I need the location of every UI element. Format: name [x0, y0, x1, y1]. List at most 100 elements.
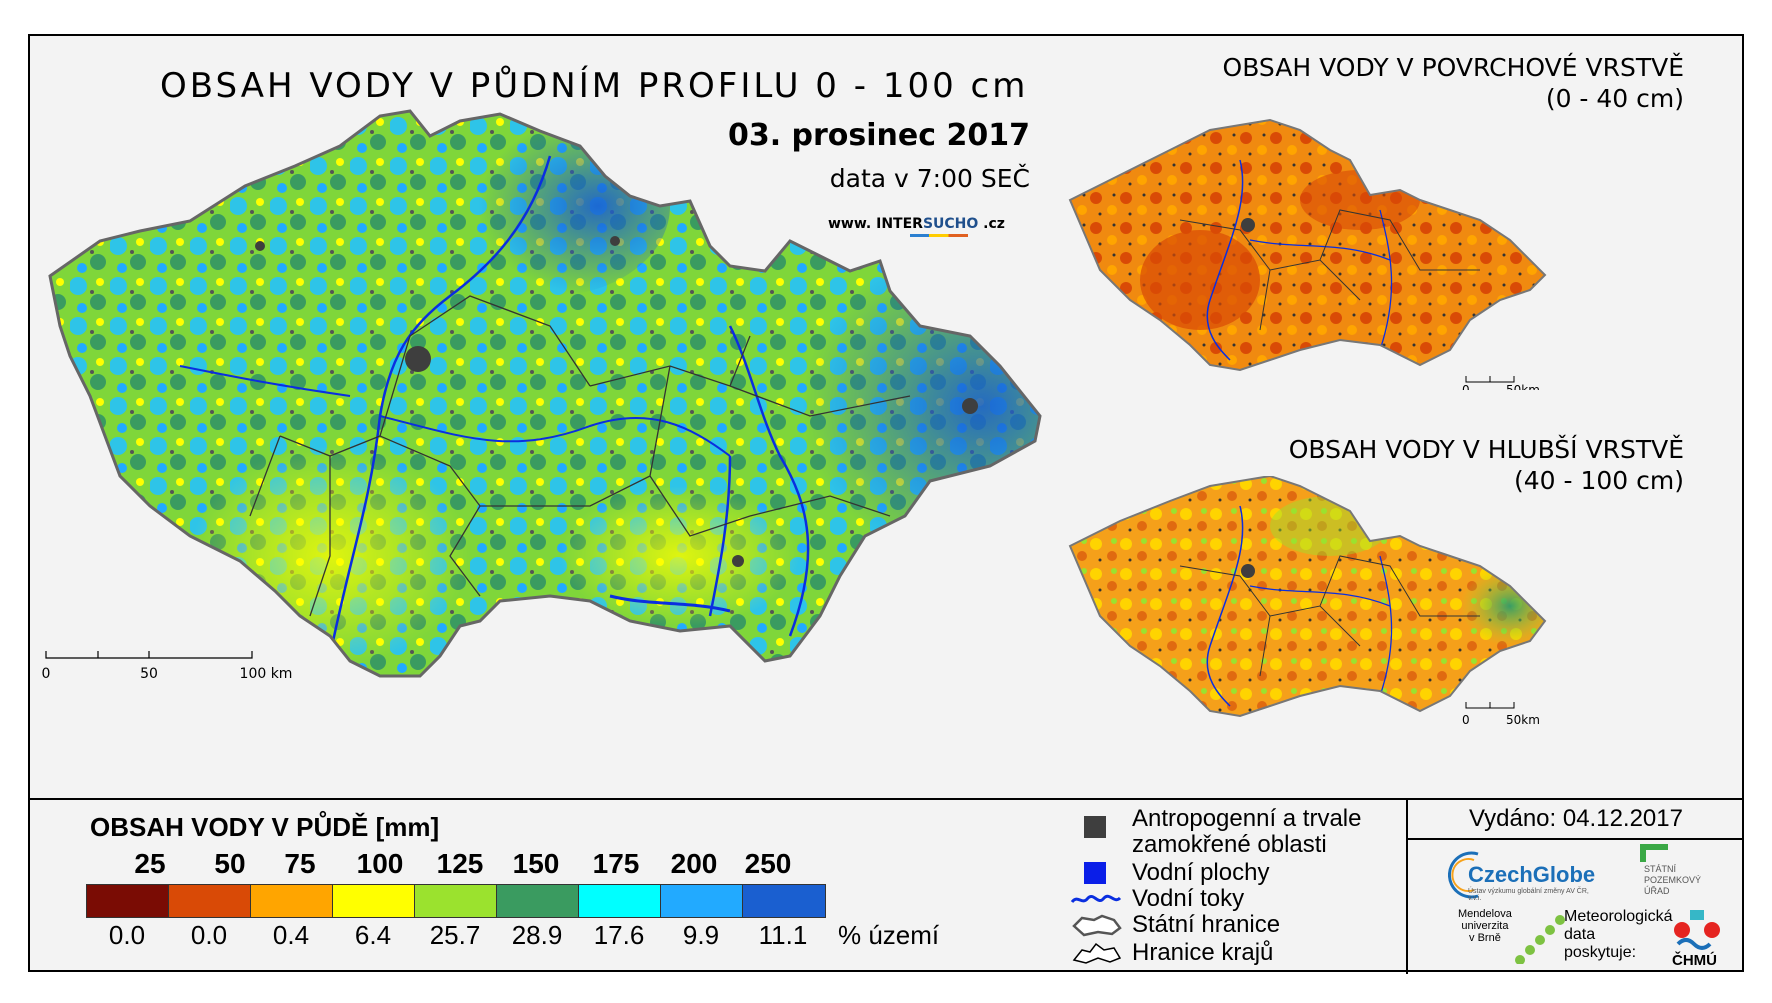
- czechglobe-logo: CzechGlobe Ústav výzkumu globální změny …: [1448, 850, 1598, 902]
- class-label: 200: [670, 848, 718, 879]
- mendel-line2: univerzita: [1461, 920, 1509, 932]
- website-underline: [910, 234, 968, 237]
- mendel-line3: v Brně: [1469, 932, 1501, 944]
- class-label: 175: [592, 848, 640, 879]
- key-state-border-label: Státní hranice: [1132, 911, 1281, 938]
- state-border-icon: [1072, 914, 1122, 937]
- swatch-250: [743, 885, 825, 917]
- czechglobe-text: CzechGlobe: [1468, 862, 1596, 887]
- class-label: 75: [284, 848, 316, 879]
- legend-title: OBSAH VODY V PŮDĚ [mm]: [90, 812, 440, 842]
- swatch-200: [661, 885, 743, 917]
- chmu-text: ČHMÚ: [1672, 952, 1717, 969]
- website-link[interactable]: www. INTERSUCHO .cz: [828, 216, 1005, 232]
- swatch-100: [333, 885, 415, 917]
- website-suffix: .cz: [978, 216, 1005, 232]
- inset-deep-scalebar: 0 50km: [1462, 702, 1540, 727]
- mendel-line1: Mendelova: [1458, 908, 1512, 920]
- key-region-border-label: Hranice krajů: [1132, 939, 1274, 966]
- class-label: 50: [214, 848, 246, 879]
- class-label: 25: [134, 848, 166, 879]
- class-label: 250: [744, 848, 792, 879]
- website-prefix: www.: [828, 216, 877, 232]
- swatch-150: [497, 885, 579, 917]
- main-map: 0 50 100 km: [42, 109, 1042, 682]
- swatch-125: [415, 885, 497, 917]
- inset-surface-title-text: OBSAH VODY V POVRCHOVÉ VRSTVĚ: [1222, 53, 1684, 82]
- pct-label: 28.9: [511, 920, 563, 950]
- legend-panel: OBSAH VODY V PŮDĚ [mm] 25 50 75 100 125 …: [30, 798, 1744, 974]
- inset-surface-scalebar: 0 50km: [1462, 376, 1540, 390]
- czechglobe-arc-icon: [1448, 851, 1479, 899]
- key-region-border: Hranice krajů: [1070, 940, 1370, 966]
- inset-deep-map: 0 50km: [1069, 476, 1546, 727]
- swatch-75: [251, 885, 333, 917]
- map-area: 0 50 100 km OBSAH VODY V PŮDNÍM PROFILU …: [30, 36, 1742, 798]
- met-line3: poskytuje:: [1564, 944, 1637, 961]
- swatch-25: [87, 885, 169, 917]
- key-rivers: Vodní toky: [1070, 886, 1370, 912]
- percent-unit: % území: [838, 920, 940, 950]
- met-line1: Meteorologická: [1564, 908, 1673, 925]
- key-water-bodies: Vodní plochy: [1070, 860, 1370, 886]
- pct-label: 17.6: [593, 920, 645, 950]
- spu-flag-icon: [1640, 844, 1668, 862]
- mendel-text: Mendelova univerzita v Brně: [1458, 908, 1512, 944]
- key-rivers-label: Vodní toky: [1132, 885, 1245, 912]
- mendel-logo: Mendelova univerzita v Brně: [1448, 906, 1565, 972]
- inset-surface-map: 0 50km: [1069, 119, 1546, 390]
- inset-deep-scale-0: 0: [1462, 713, 1470, 727]
- issuer-box: Vydáno: 04.12.2017 CzechGlobe Ústav výzk…: [1406, 800, 1744, 974]
- inset-surface-subtitle: (0 - 40 cm): [1545, 84, 1684, 113]
- chmu-emblem-icon: [1674, 910, 1720, 950]
- inset-deep-scale-50: 50km: [1506, 713, 1540, 727]
- river-line-icon: [1070, 894, 1122, 904]
- inset-deep-subtitle: (40 - 100 cm): [1514, 466, 1684, 495]
- key-state-border: Státní hranice: [1070, 912, 1370, 938]
- met-data-provider-text: Meteorologická data poskytuje:: [1564, 908, 1673, 962]
- water-bodies-swatch: [1084, 862, 1106, 884]
- main-scalebar: 0 50 100 km: [42, 651, 293, 682]
- scalebar-100: 100 km: [240, 666, 293, 682]
- czechglobe-sub: Ústav výzkumu globální změny AV ČR, v.v.…: [1468, 888, 1589, 902]
- class-label: 125: [436, 848, 484, 879]
- mendel-dots-icon: [1515, 915, 1565, 964]
- website-main: INTER: [876, 216, 923, 232]
- main-map-time: data v 7:00 SEČ: [829, 164, 1030, 193]
- map-frame: 0 50 100 km OBSAH VODY V PŮDNÍM PROFILU …: [28, 34, 1744, 974]
- class-label: 150: [512, 848, 560, 879]
- chmu-logo: ČHMÚ: [1664, 910, 1730, 970]
- region-border-icon: [1072, 942, 1122, 964]
- inset-deep-title-text: OBSAH VODY V HLUBŠÍ VRSTVĚ: [1288, 435, 1684, 464]
- met-line2: data: [1564, 926, 1596, 943]
- swatch-50: [169, 885, 251, 917]
- key-anthropogenic-line1: Antropogenní a trvale: [1132, 805, 1362, 832]
- spu-text: STÁTNÍ POZEMKOVÝ ÚŘAD: [1644, 864, 1702, 896]
- scalebar-0: 0: [42, 666, 51, 682]
- scalebar-50: 50: [140, 666, 158, 682]
- class-label: 100: [356, 848, 404, 879]
- key-water-bodies-label: Vodní plochy: [1132, 859, 1270, 886]
- pct-label: 9.9: [682, 920, 720, 950]
- key-anthropogenic-label: Antropogenní a trvale zamokřené oblasti: [1132, 806, 1362, 858]
- pct-label: 6.4: [354, 920, 392, 950]
- inset-deep-title: OBSAH VODY V HLUBŠÍ VRSTVĚ (40 - 100 cm): [1289, 434, 1684, 496]
- pct-label: 0.0: [108, 920, 146, 950]
- key-anthropogenic: Antropogenní a trvale zamokřené oblasti: [1070, 806, 1370, 860]
- spu-logo: STÁTNÍ POZEMKOVÝ ÚŘAD: [1640, 844, 1720, 904]
- pct-label: 0.0: [190, 920, 228, 950]
- inset-surface-scale-50: 50km: [1506, 383, 1540, 390]
- inset-surface-scale-0: 0: [1462, 383, 1470, 390]
- website-highlight: SUCHO: [922, 216, 979, 232]
- main-map-date: 03. prosinec 2017: [727, 118, 1030, 153]
- pct-label: 25.7: [429, 920, 481, 950]
- pct-label: 0.4: [272, 920, 310, 950]
- key-anthropogenic-line2: zamokřené oblasti: [1132, 831, 1327, 858]
- anthropogenic-swatch: [1084, 816, 1106, 838]
- main-map-title: OBSAH VODY V PŮDNÍM PROFILU 0 - 100 cm: [160, 66, 1029, 106]
- issued-date: Vydáno: 04.12.2017: [1408, 800, 1744, 840]
- inset-surface-title: OBSAH VODY V POVRCHOVÉ VRSTVĚ (0 - 40 cm…: [1223, 52, 1684, 114]
- legend-color-bar: [86, 884, 826, 918]
- swatch-175: [579, 885, 661, 917]
- pct-label: 11.1: [758, 920, 808, 950]
